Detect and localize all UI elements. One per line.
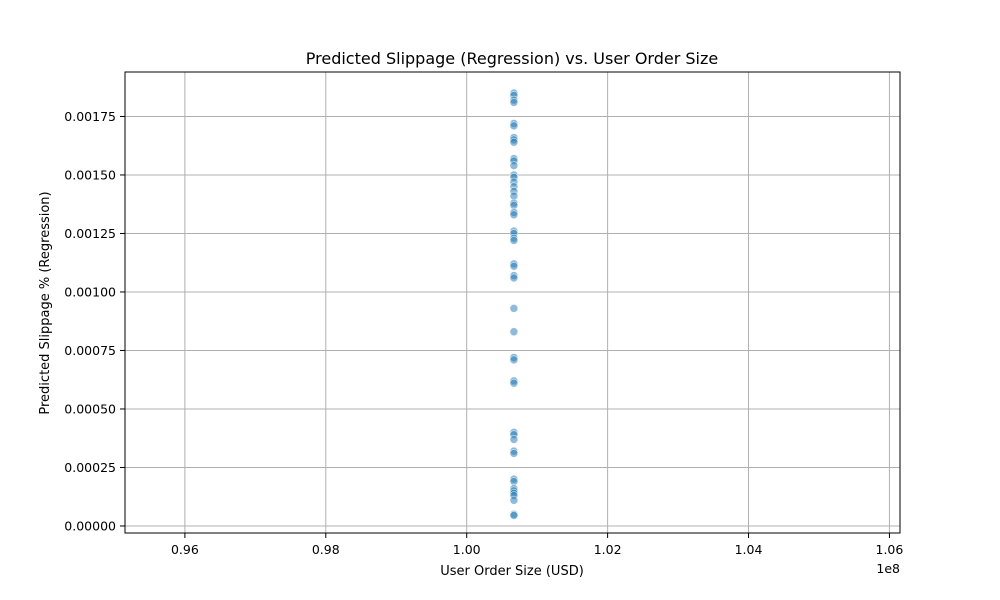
x-tick-label: 0.96 (171, 542, 199, 557)
data-point (509, 449, 519, 458)
x-tick-label: 1.02 (594, 542, 622, 557)
x-tick-label: 1.06 (876, 542, 904, 557)
data-point (509, 304, 519, 313)
y-tick-label: 0.00100 (64, 284, 116, 299)
data-points (509, 88, 519, 520)
plot-frame (124, 71, 901, 534)
data-point (509, 495, 519, 505)
y-tick-label: 0.00125 (64, 226, 116, 241)
data-point (509, 511, 519, 520)
x-tick-label: 1.00 (453, 542, 481, 557)
data-point (509, 355, 519, 365)
data-point (509, 435, 519, 444)
data-point (509, 273, 519, 283)
data-point (509, 378, 519, 388)
y-axis-label: Predicted Slippage % (Regression) (38, 191, 53, 414)
data-point (509, 327, 519, 337)
x-axis-offset-label: 1e8 (876, 561, 900, 576)
x-tick-label: 1.04 (735, 542, 763, 557)
y-tick-label: 0.00075 (64, 343, 116, 358)
y-tick-label: 0.00175 (64, 109, 116, 124)
y-tick-label: 0.00000 (64, 518, 116, 533)
data-point (509, 98, 519, 107)
data-point (509, 261, 519, 271)
data-point (509, 210, 519, 220)
x-axis-ticks: 0.96 0.98 1.00 1.02 1.04 1.06 (171, 533, 903, 557)
data-point (509, 121, 519, 131)
chart-title: Predicted Slippage (Regression) vs. User… (306, 49, 718, 68)
x-tick-label: 0.98 (312, 542, 340, 557)
y-tick-label: 0.00025 (64, 460, 116, 475)
data-point (509, 137, 519, 147)
x-axis-label: User Order Size (USD) (440, 564, 584, 579)
data-point (509, 161, 519, 170)
y-axis-ticks: 0.00000 0.00025 0.00050 0.00075 0.00100 0.001… (64, 109, 125, 533)
data-point (509, 236, 519, 245)
y-tick-label: 0.00150 (64, 167, 116, 182)
y-tick-label: 0.00050 (64, 401, 116, 416)
